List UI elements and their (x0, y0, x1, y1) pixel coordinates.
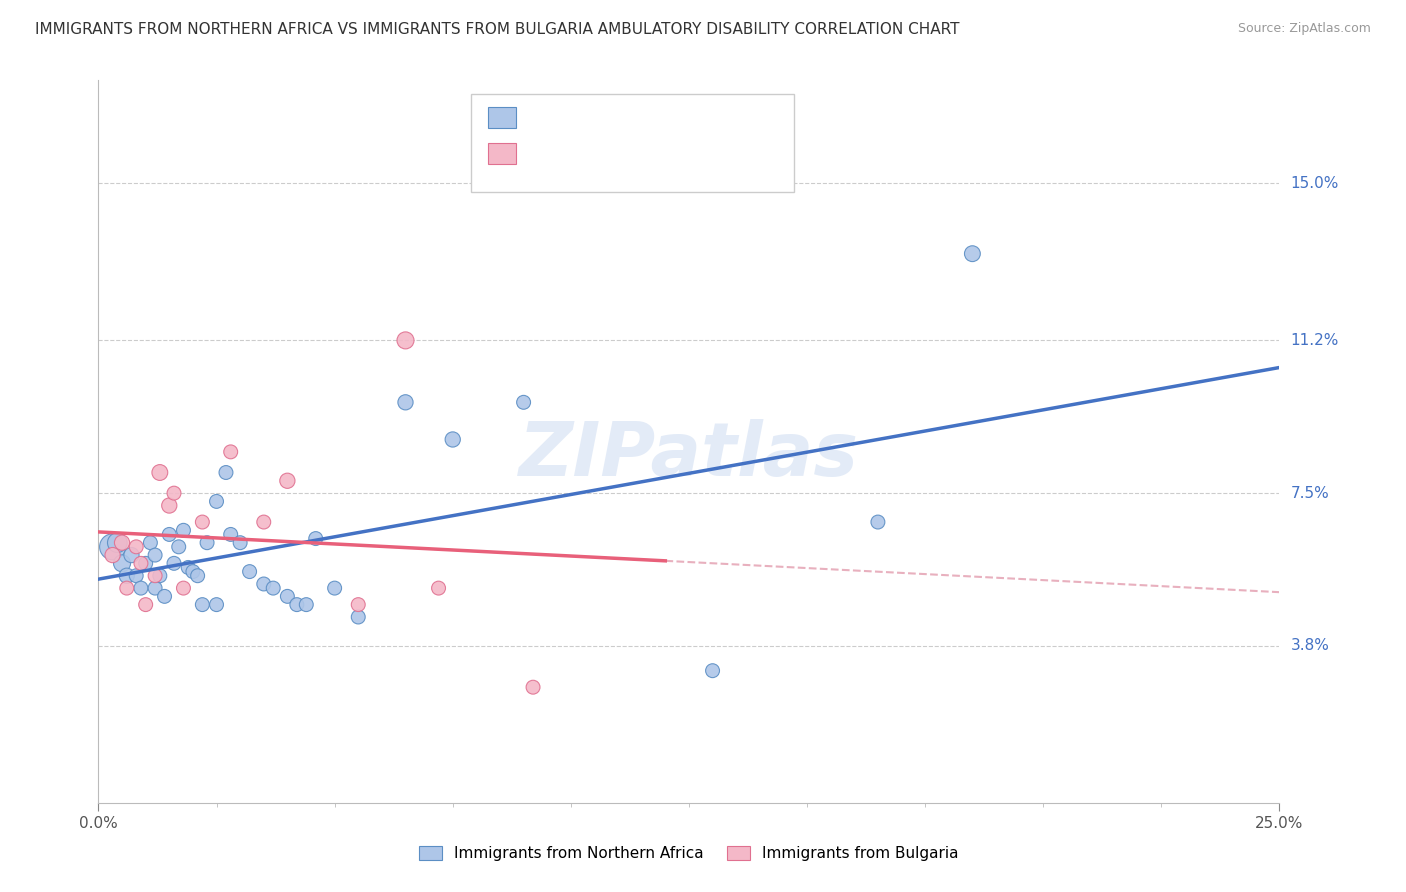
Point (101, 548, 124, 562)
Point (111, 557, 134, 571)
Point (129, 557, 152, 571)
Point (167, 540, 190, 554)
Point (187, 568, 209, 582)
Point (219, 527, 242, 541)
Point (276, 590, 298, 604)
Point (427, 581, 450, 595)
Point (215, 466, 238, 480)
Point (866, 515, 889, 529)
Point (239, 565, 262, 579)
Point (191, 515, 214, 529)
Point (153, 590, 176, 604)
Point (149, 568, 172, 582)
Point (163, 486, 186, 500)
Point (229, 535, 252, 549)
Text: 7.5%: 7.5% (1291, 485, 1329, 500)
Point (181, 565, 204, 579)
Legend: Immigrants from Northern Africa, Immigrants from Bulgaria: Immigrants from Northern Africa, Immigra… (413, 840, 965, 867)
Text: IMMIGRANTS FROM NORTHERN AFRICA VS IMMIGRANTS FROM BULGARIA AMBULATORY DISABILIT: IMMIGRANTS FROM NORTHERN AFRICA VS IMMIG… (35, 22, 960, 37)
Point (129, 581, 152, 595)
Point (121, 548, 143, 562)
Point (195, 535, 218, 549)
Point (157, 499, 180, 513)
Point (205, 598, 228, 612)
Point (135, 557, 157, 571)
Point (522, 680, 544, 694)
Point (394, 334, 416, 348)
Point (276, 474, 298, 488)
Text: R =: R = (523, 146, 557, 161)
Point (111, 535, 134, 549)
Point (512, 395, 534, 409)
Point (295, 598, 318, 612)
Text: Source: ZipAtlas.com: Source: ZipAtlas.com (1237, 22, 1371, 36)
Text: 0.342: 0.342 (551, 145, 605, 162)
Point (115, 581, 138, 595)
Point (347, 598, 370, 612)
Point (253, 577, 276, 591)
Point (143, 548, 166, 562)
Point (105, 535, 128, 549)
Text: 42: 42 (637, 109, 661, 127)
Point (702, 664, 724, 678)
Text: N =: N = (612, 111, 645, 125)
Point (962, 246, 984, 260)
Point (143, 568, 166, 582)
Text: ZIPatlas: ZIPatlas (519, 419, 859, 492)
Point (394, 395, 416, 409)
Point (205, 494, 228, 508)
Point (172, 524, 194, 538)
Point (139, 535, 162, 549)
Point (253, 515, 276, 529)
Point (172, 581, 194, 595)
Point (219, 445, 242, 459)
Point (285, 598, 308, 612)
Point (441, 433, 464, 447)
Point (101, 540, 124, 554)
Point (323, 581, 346, 595)
Point (135, 598, 157, 612)
Point (157, 527, 180, 541)
Point (177, 560, 200, 574)
Point (125, 568, 148, 582)
Point (115, 568, 138, 582)
Point (143, 581, 166, 595)
Point (125, 540, 148, 554)
Point (149, 466, 172, 480)
Text: 15.0%: 15.0% (1291, 176, 1339, 191)
Point (262, 581, 284, 595)
Text: 11.2%: 11.2% (1291, 333, 1339, 348)
Text: N =: N = (612, 146, 645, 161)
Point (163, 557, 186, 571)
Point (305, 532, 328, 546)
Point (191, 598, 214, 612)
Text: 3.8%: 3.8% (1291, 639, 1330, 654)
Text: 19: 19 (637, 145, 659, 162)
Text: R =: R = (523, 111, 557, 125)
Text: 0.311: 0.311 (551, 109, 603, 127)
Point (347, 610, 370, 624)
